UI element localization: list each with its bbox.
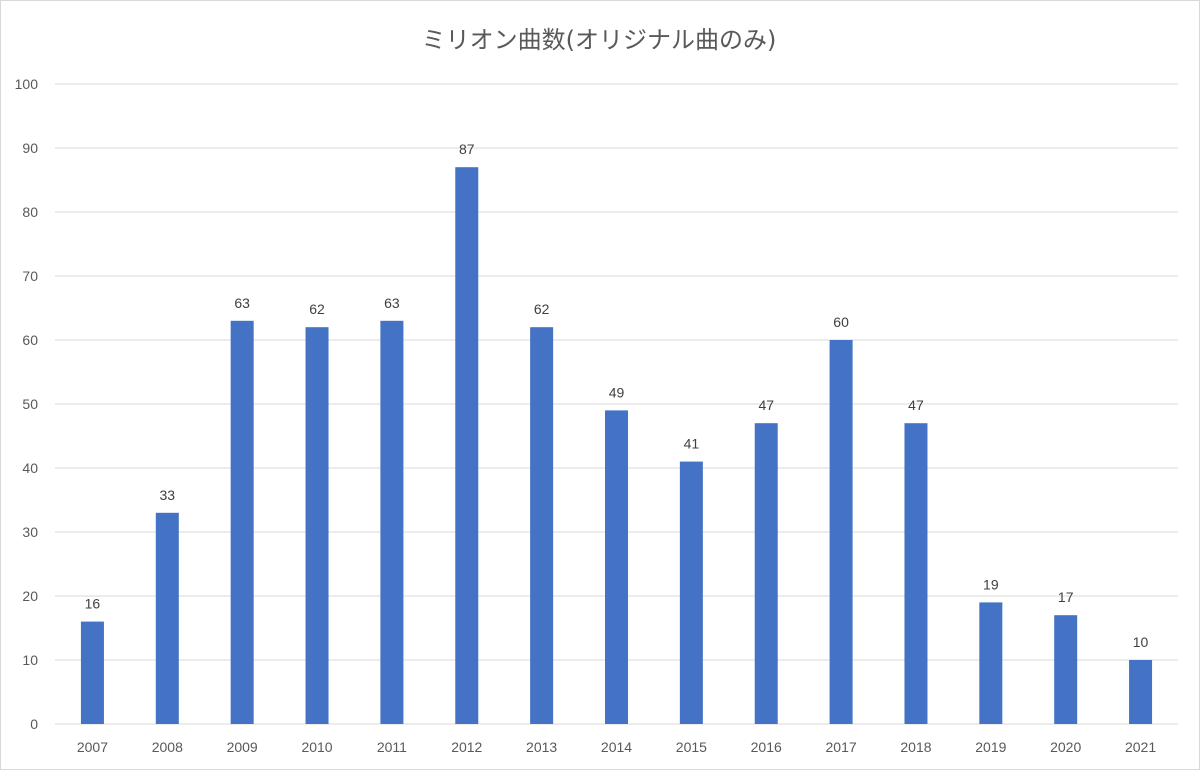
- x-tick-label-2009: 2009: [227, 739, 258, 755]
- data-label-2014: 49: [609, 384, 625, 400]
- x-tick-label-2020: 2020: [1050, 739, 1081, 755]
- x-tick-label-2007: 2007: [77, 739, 108, 755]
- data-label-2019: 19: [983, 576, 999, 592]
- y-tick-label: 100: [15, 76, 39, 92]
- y-tick-label: 40: [22, 460, 38, 476]
- data-label-2007: 16: [85, 596, 101, 612]
- x-tick-label-2014: 2014: [601, 739, 632, 755]
- x-tick-label-2018: 2018: [900, 739, 931, 755]
- bar-2012: [455, 167, 479, 724]
- y-tick-label: 20: [22, 588, 38, 604]
- x-tick-label-2017: 2017: [826, 739, 857, 755]
- x-tick-label-2015: 2015: [676, 739, 707, 755]
- bar-2015: [679, 461, 703, 724]
- bar-2017: [829, 340, 853, 724]
- bar-2020: [1054, 615, 1078, 724]
- x-tick-label-2010: 2010: [301, 739, 332, 755]
- data-label-2020: 17: [1058, 589, 1074, 605]
- data-label-2013: 62: [534, 301, 550, 317]
- data-labels: 16 33 63 62 63 87 62 49 41 47 60 47 19 17 10: [85, 141, 1149, 650]
- data-label-2021: 10: [1133, 634, 1149, 650]
- y-tick-label: 70: [22, 268, 38, 284]
- bars: [80, 167, 1153, 724]
- data-label-2008: 33: [160, 487, 176, 503]
- x-tick-label-2016: 2016: [751, 739, 782, 755]
- bar-2009: [230, 320, 254, 724]
- x-tick-label-2013: 2013: [526, 739, 557, 755]
- y-tick-label: 10: [22, 652, 38, 668]
- y-tick-label: 30: [22, 524, 38, 540]
- x-tick-label-2008: 2008: [152, 739, 183, 755]
- y-tick-label: 0: [30, 716, 38, 732]
- data-label-2018: 47: [908, 397, 924, 413]
- bar-2013: [530, 327, 554, 724]
- data-label-2011: 63: [384, 295, 400, 311]
- bar-2008: [155, 512, 179, 724]
- x-tick-label-2011: 2011: [377, 739, 407, 755]
- chart-title: ミリオン曲数(オリジナル曲のみ): [421, 26, 777, 54]
- y-tick-label: 50: [22, 396, 38, 412]
- y-tick-label: 60: [22, 332, 38, 348]
- bar-2021: [1129, 660, 1153, 724]
- y-tick-label: 80: [22, 204, 38, 220]
- bar-2014: [605, 410, 628, 724]
- bar-2019: [979, 602, 1003, 724]
- data-label-2016: 47: [758, 397, 774, 413]
- y-tick-label: 90: [22, 140, 38, 156]
- bar-2018: [904, 423, 928, 724]
- bar-2011: [380, 320, 404, 724]
- y-axis: 0 10 20 30 40 50 60 70 80 90 100: [15, 76, 39, 732]
- data-label-2012: 87: [459, 141, 475, 157]
- x-axis: 2007 2008 2009 2010 2011 2012 2013 2014 2015 2016…: [77, 739, 1156, 755]
- data-label-2017: 60: [833, 314, 849, 330]
- bar-2010: [305, 327, 329, 724]
- data-label-2009: 63: [234, 295, 250, 311]
- bar-2007: [80, 621, 104, 724]
- x-tick-label-2012: 2012: [451, 739, 482, 755]
- x-tick-label-2021: 2021: [1125, 739, 1156, 755]
- bar-2016: [754, 423, 778, 724]
- x-tick-label-2019: 2019: [975, 739, 1006, 755]
- data-label-2015: 41: [684, 436, 700, 452]
- data-label-2010: 62: [309, 301, 325, 317]
